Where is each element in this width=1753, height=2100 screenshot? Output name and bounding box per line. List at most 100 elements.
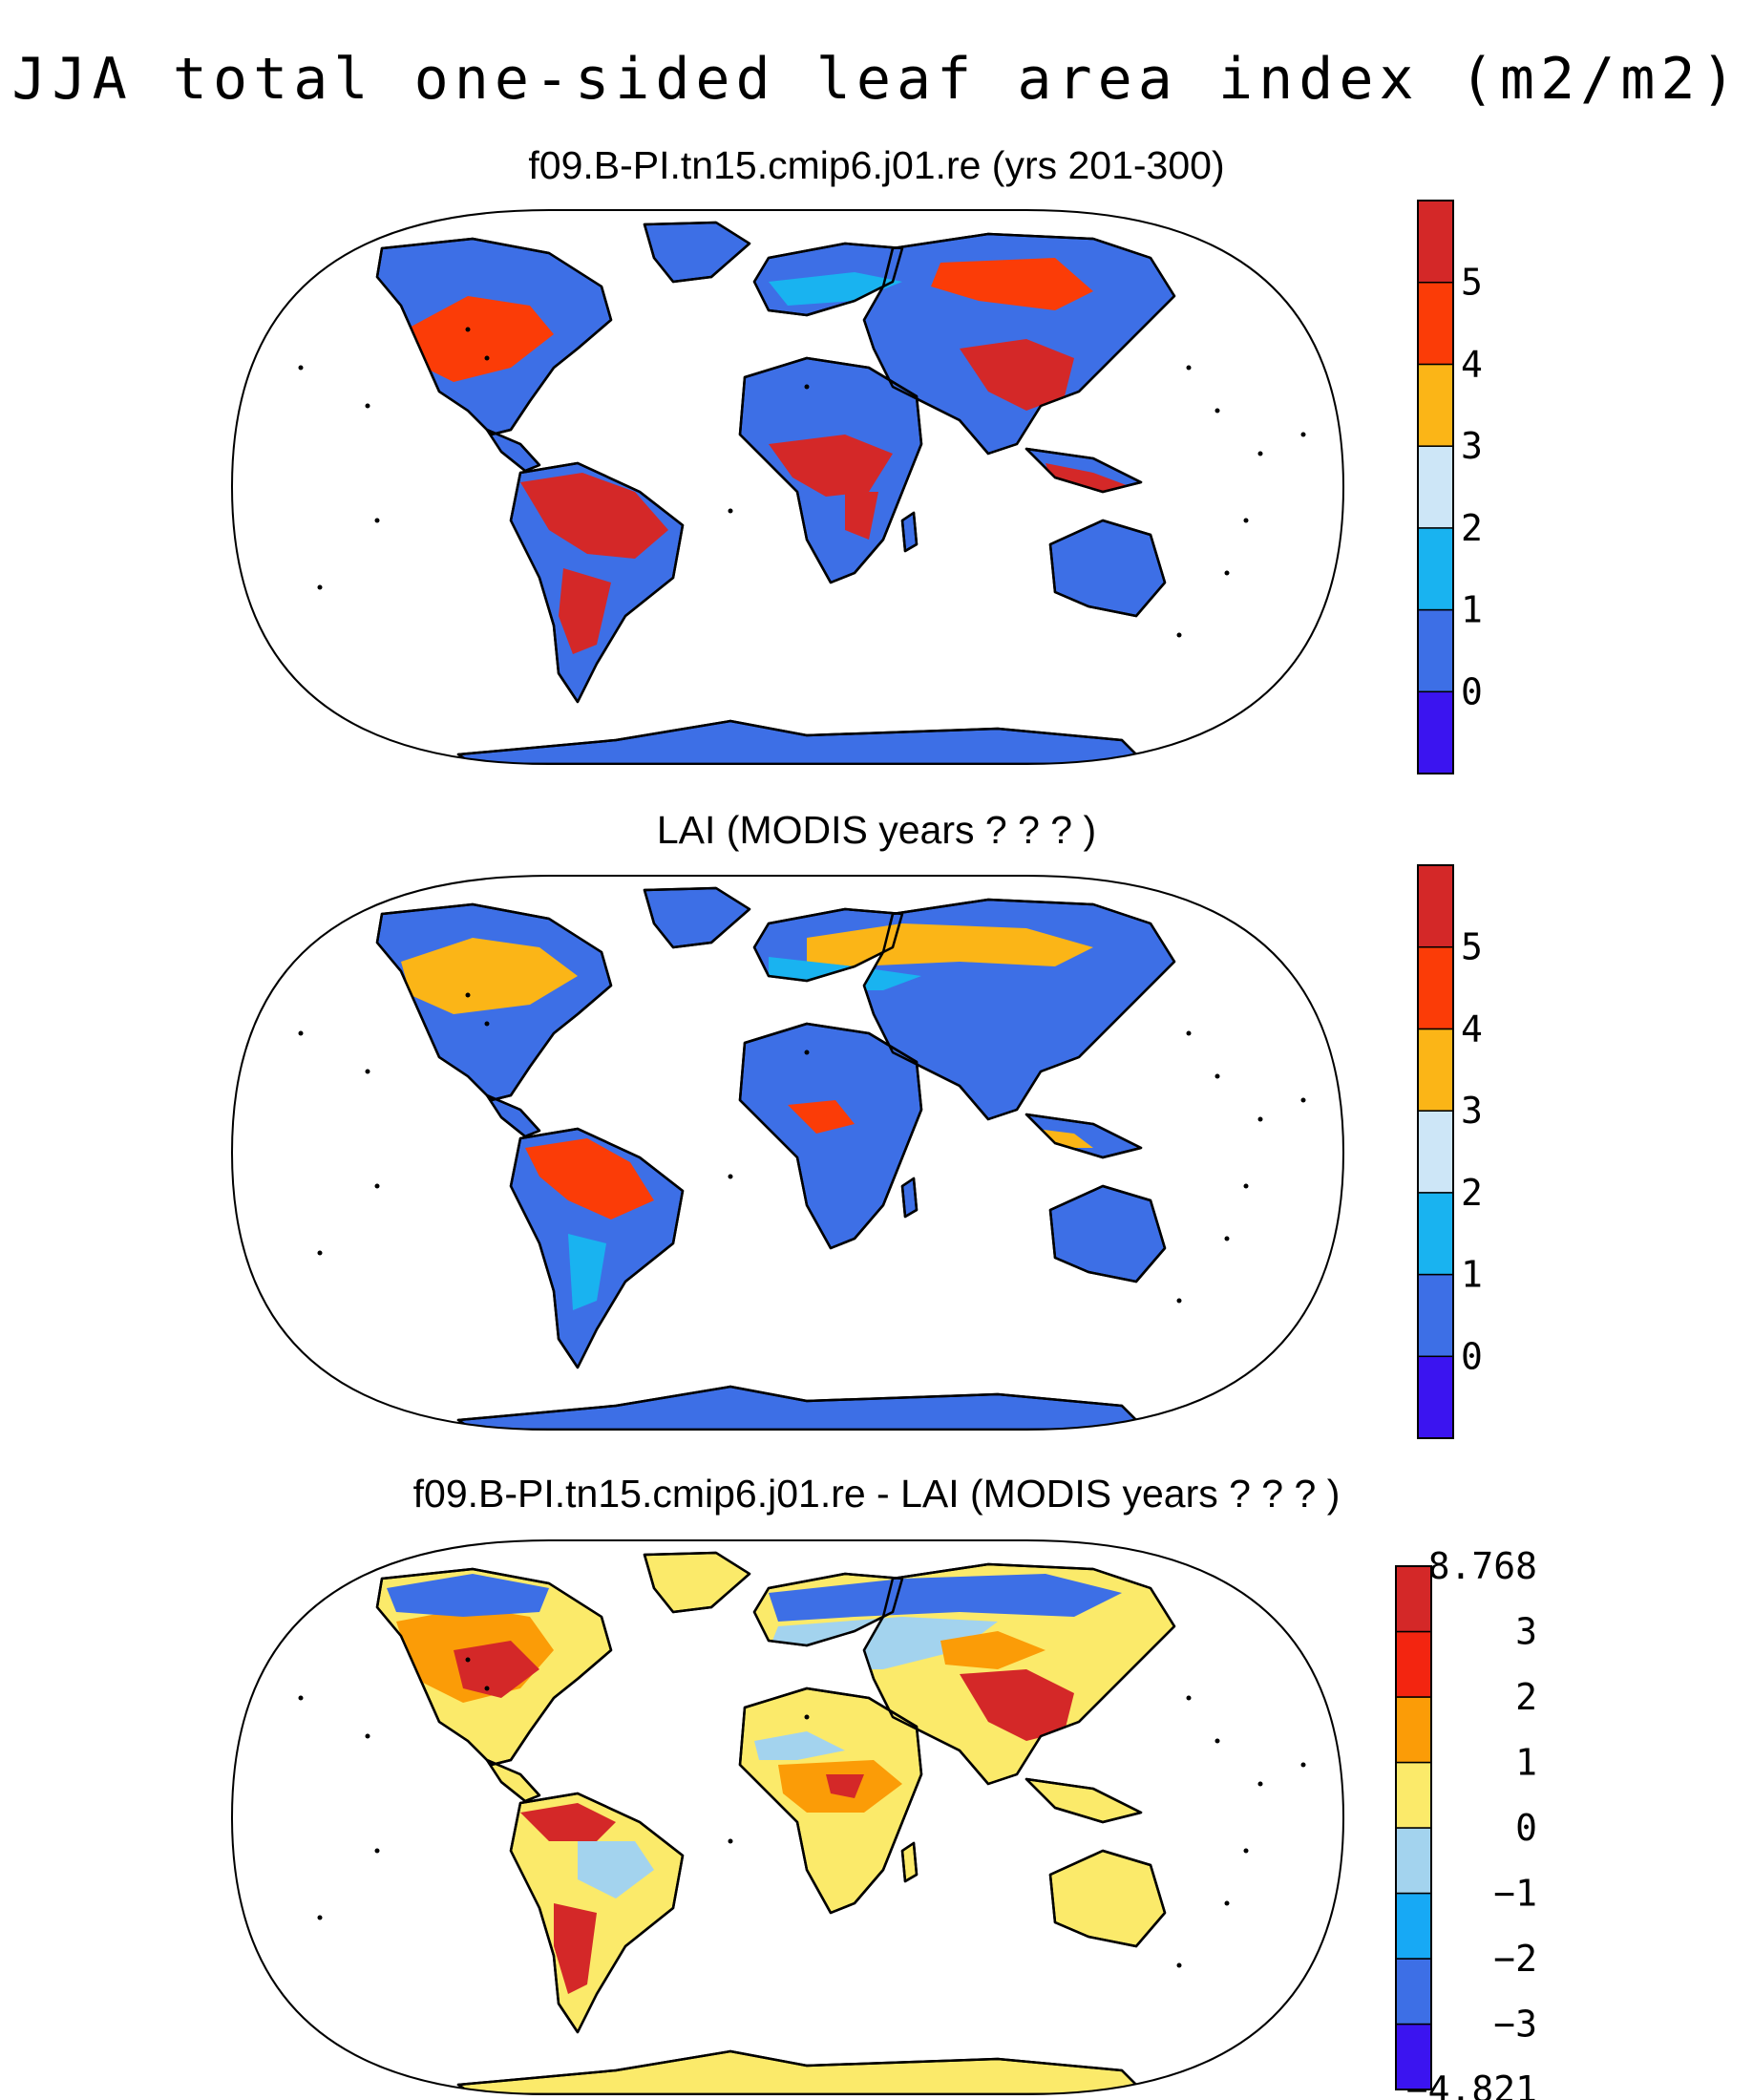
- lai-region-light: [568, 1234, 606, 1310]
- colorbar-tick-label: 2: [1515, 1676, 1537, 1718]
- lai-region-forest: [554, 1903, 597, 1994]
- island-mark: [298, 365, 304, 371]
- lai-region-light: [754, 1731, 845, 1760]
- colorbar-box: [1395, 1761, 1432, 1829]
- island-mark: [728, 508, 733, 514]
- coastline-africa: [738, 1686, 923, 1915]
- island-mark: [1257, 451, 1263, 456]
- island-mark: [317, 584, 323, 590]
- colorbar-tick-label: 5: [1461, 926, 1483, 968]
- island-mark: [317, 1915, 323, 1920]
- coastline-namerica: [375, 902, 613, 1102]
- island-mark: [1176, 1962, 1182, 1968]
- island-mark: [298, 1030, 304, 1036]
- island-mark: [1224, 1900, 1230, 1906]
- panel-2-colorbar: 0 1 2 3 4 5: [1417, 864, 1483, 1439]
- island-mark: [1257, 1781, 1263, 1787]
- colorbar-tick-label: 1: [1461, 1254, 1483, 1296]
- coastline-asia: [862, 898, 1176, 1121]
- coastline-greenland: [643, 221, 751, 284]
- island-mark: [804, 384, 810, 390]
- island-mark: [728, 1838, 733, 1844]
- island-mark: [1257, 1116, 1263, 1122]
- lai-region-light: [769, 272, 902, 306]
- colorbar-box: [1417, 945, 1454, 1030]
- map-boundary: [230, 875, 1345, 1431]
- colorbar-box: [1417, 1355, 1454, 1439]
- island-mark: [1224, 1236, 1230, 1241]
- lai-region-forest: [520, 1803, 616, 1841]
- panel-3-map: [230, 1539, 1345, 2095]
- lai-region-forest: [845, 492, 878, 540]
- coastline-greenland: [643, 886, 751, 949]
- panel-2-map: [230, 875, 1345, 1431]
- colorbar-box: [1417, 608, 1454, 693]
- island-mark: [365, 1069, 370, 1074]
- island-mark: [484, 1686, 490, 1691]
- lai-region-mid: [940, 1631, 1045, 1669]
- coastline-australia: [1048, 1849, 1167, 1948]
- colorbar-tick-label: 4: [1461, 343, 1483, 385]
- coastline-camerica: [485, 1093, 541, 1138]
- coastline-namerica: [375, 1567, 613, 1767]
- colorbar-box: [1417, 864, 1454, 948]
- island-mark: [1224, 570, 1230, 576]
- lai-region-mid: [401, 938, 578, 1014]
- coastline-indonesia: [1024, 1777, 1143, 1824]
- coastline-camerica: [485, 1758, 541, 1803]
- island-mark: [804, 1714, 810, 1720]
- colorbar-box: [1395, 1565, 1432, 1633]
- coastline-australia: [1048, 1184, 1167, 1283]
- lai-region-forest: [826, 1774, 864, 1798]
- map-boundary: [230, 1539, 1345, 2095]
- colorbar-box: [1417, 1028, 1454, 1112]
- island-mark: [317, 1250, 323, 1256]
- island-mark: [1186, 365, 1192, 371]
- island-mark: [365, 1733, 370, 1739]
- lai-region-mid: [406, 296, 554, 382]
- panel-1-colorbar: 0 1 2 3 4 5: [1417, 200, 1483, 774]
- colorbar-tick-label: −1: [1493, 1873, 1537, 1915]
- colorbar-box: [1417, 445, 1454, 529]
- island-mark: [465, 992, 471, 998]
- coastline-europe: [752, 907, 904, 983]
- colorbar-tick-label: 3: [1461, 1090, 1483, 1132]
- colorbar-box: [1395, 1892, 1432, 1960]
- colorbar-tick-label: 0: [1461, 670, 1483, 712]
- colorbar-tick-label: 2: [1461, 1172, 1483, 1214]
- colorbar-box: [1417, 1192, 1454, 1276]
- colorbar-tick-label: 0: [1515, 1807, 1537, 1849]
- colorbar-tick-label: 1: [1461, 589, 1483, 631]
- coastline-indonesia: [1024, 1113, 1143, 1159]
- colorbar-box: [1395, 1696, 1432, 1764]
- island-mark: [374, 1183, 380, 1189]
- panel-1-map: [230, 209, 1345, 765]
- lai-region-pale: [387, 1574, 549, 1617]
- island-mark: [298, 1695, 304, 1701]
- island-mark: [465, 327, 471, 332]
- coastline-samerica: [509, 461, 685, 704]
- island-mark: [1214, 1738, 1220, 1744]
- colorbar-box: [1395, 1958, 1432, 2026]
- panel-3-colorbar: 8.768 3 2 1 0 −1 −2 −3 −4.821: [1395, 1545, 1537, 2100]
- lai-region-forest: [960, 339, 1074, 411]
- colorbar-tick-label: −4.821: [1406, 2068, 1537, 2100]
- coastline-samerica: [509, 1792, 685, 2034]
- island-mark: [1300, 1762, 1306, 1768]
- coastline-europe: [752, 242, 904, 317]
- island-mark: [465, 1657, 471, 1663]
- island-mark: [1186, 1695, 1192, 1701]
- figure-title: JJA total one-sided leaf area index (m2/…: [11, 46, 1742, 113]
- coastline-samerica: [509, 1127, 685, 1369]
- colorbar-tick-label: 3: [1515, 1611, 1537, 1653]
- colorbar-frame: [1395, 1565, 1432, 2090]
- coastline-antarctica: [456, 2049, 1148, 2094]
- colorbar-tick-label: 1: [1515, 1742, 1537, 1784]
- coastline-africa: [738, 1022, 923, 1250]
- colorbar-tick-label: 2: [1461, 507, 1483, 549]
- colorbar-box: [1417, 1273, 1454, 1358]
- island-mark: [1176, 632, 1182, 638]
- panel-2-subtitle: LAI (MODIS years ? ? ? ): [656, 808, 1097, 852]
- lai-region-forest: [559, 568, 611, 654]
- coastline-europe: [752, 1572, 904, 1647]
